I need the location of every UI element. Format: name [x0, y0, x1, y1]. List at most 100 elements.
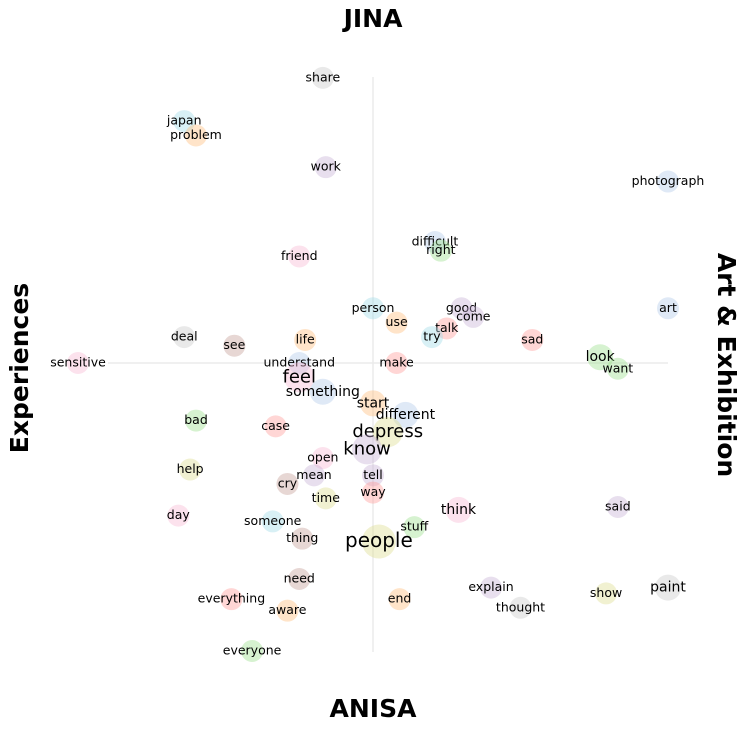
- word-label: right: [426, 242, 455, 257]
- word-node: thought: [496, 596, 545, 619]
- word-label: photograph: [632, 173, 705, 188]
- word-bubble: [311, 447, 334, 470]
- word-label: day: [167, 507, 191, 522]
- word-label: someone: [244, 513, 302, 528]
- word-node: everyone: [223, 640, 282, 662]
- word-bubble: [450, 297, 473, 320]
- word-label: different: [376, 407, 436, 423]
- word-node: stuff: [400, 516, 429, 539]
- word-label: start: [357, 395, 390, 411]
- word-label: see: [223, 337, 245, 352]
- word-node: tell: [362, 464, 384, 487]
- word-bubble: [606, 357, 629, 380]
- word-node: think: [441, 496, 477, 523]
- word-label: mean: [296, 467, 331, 482]
- word-label: case: [261, 418, 290, 433]
- word-node: work: [311, 156, 342, 179]
- word-bubble: [173, 110, 196, 133]
- word-node: try: [421, 326, 443, 349]
- word-label: sensitive: [50, 355, 106, 370]
- word-label: think: [441, 502, 477, 518]
- word-bubble: [67, 352, 89, 374]
- word-node: paint: [650, 574, 686, 601]
- word-label: good: [446, 300, 477, 315]
- word-node: open: [307, 447, 338, 470]
- word-node: different: [376, 401, 436, 428]
- word-label: difficult: [412, 234, 459, 249]
- word-bubble: [362, 297, 384, 320]
- word-node: problem: [170, 124, 222, 147]
- word-node: share: [306, 66, 340, 89]
- word-label: make: [379, 355, 414, 370]
- word-label: person: [352, 300, 395, 315]
- word-label: open: [307, 450, 338, 465]
- word-bubble: [462, 305, 485, 328]
- word-label: tell: [363, 467, 383, 482]
- word-bubble: [372, 417, 403, 448]
- word-label: know: [343, 438, 391, 459]
- word-label: japan: [166, 113, 202, 128]
- word-bubble: [223, 334, 246, 357]
- word-bubble: [241, 640, 264, 662]
- word-node: way: [360, 481, 386, 504]
- word-bubble: [220, 588, 243, 611]
- word-node: case: [261, 415, 290, 438]
- word-label: stuff: [400, 519, 428, 534]
- word-bubble: [480, 576, 502, 599]
- word-label: need: [284, 571, 315, 586]
- word-label: try: [423, 329, 441, 344]
- word-bubble: [362, 464, 384, 487]
- word-label: people: [345, 528, 413, 552]
- word-label: want: [602, 360, 633, 375]
- word-node: sensitive: [50, 352, 106, 374]
- word-node: person: [352, 297, 395, 320]
- word-node: difficult: [412, 231, 459, 254]
- word-label: aware: [268, 602, 306, 617]
- word-bubble: [173, 326, 196, 349]
- word-bubble: [421, 326, 443, 349]
- word-node: mean: [296, 464, 332, 487]
- word-node: talk: [435, 317, 459, 340]
- word-bubble: [288, 568, 311, 590]
- word-bubble: [606, 496, 629, 518]
- word-node: end: [388, 588, 412, 611]
- word-bubble: [587, 344, 614, 371]
- word-bubble: [385, 311, 408, 334]
- word-node: come: [456, 305, 491, 328]
- word-node: time: [312, 487, 340, 510]
- word-bubble: [276, 599, 299, 622]
- word-node: want: [602, 357, 633, 380]
- word-label: come: [456, 308, 491, 323]
- word-label: feel: [283, 366, 317, 387]
- word-bubble: [284, 362, 315, 393]
- word-label: explain: [468, 579, 513, 594]
- word-node: look: [586, 344, 616, 371]
- word-node: good: [446, 297, 477, 320]
- word-bubble: [309, 378, 336, 405]
- word-label: deal: [171, 329, 198, 344]
- word-label: everything: [198, 591, 265, 606]
- word-bubble: [655, 574, 681, 601]
- word-node: people: [345, 524, 413, 559]
- word-node: sad: [521, 328, 543, 351]
- word-node: someone: [244, 510, 302, 533]
- word-bubble: [167, 504, 190, 527]
- word-node: something: [286, 378, 360, 405]
- word-node: make: [379, 352, 414, 374]
- word-node: bad: [184, 409, 208, 432]
- word-label: problem: [170, 127, 222, 142]
- word-label: cry: [278, 475, 298, 490]
- word-node: day: [167, 504, 191, 527]
- word-bubble: [445, 496, 472, 523]
- axis-title-bottom: ANISA: [330, 694, 418, 723]
- word-bubble: [314, 156, 337, 179]
- word-bubble: [261, 510, 284, 533]
- word-bubble: [185, 409, 207, 432]
- word-node: depress: [352, 417, 423, 448]
- word-node: said: [605, 496, 631, 518]
- word-label: end: [388, 591, 412, 606]
- word-node: need: [284, 568, 315, 590]
- word-label: something: [286, 384, 360, 400]
- word-node: life: [294, 328, 317, 351]
